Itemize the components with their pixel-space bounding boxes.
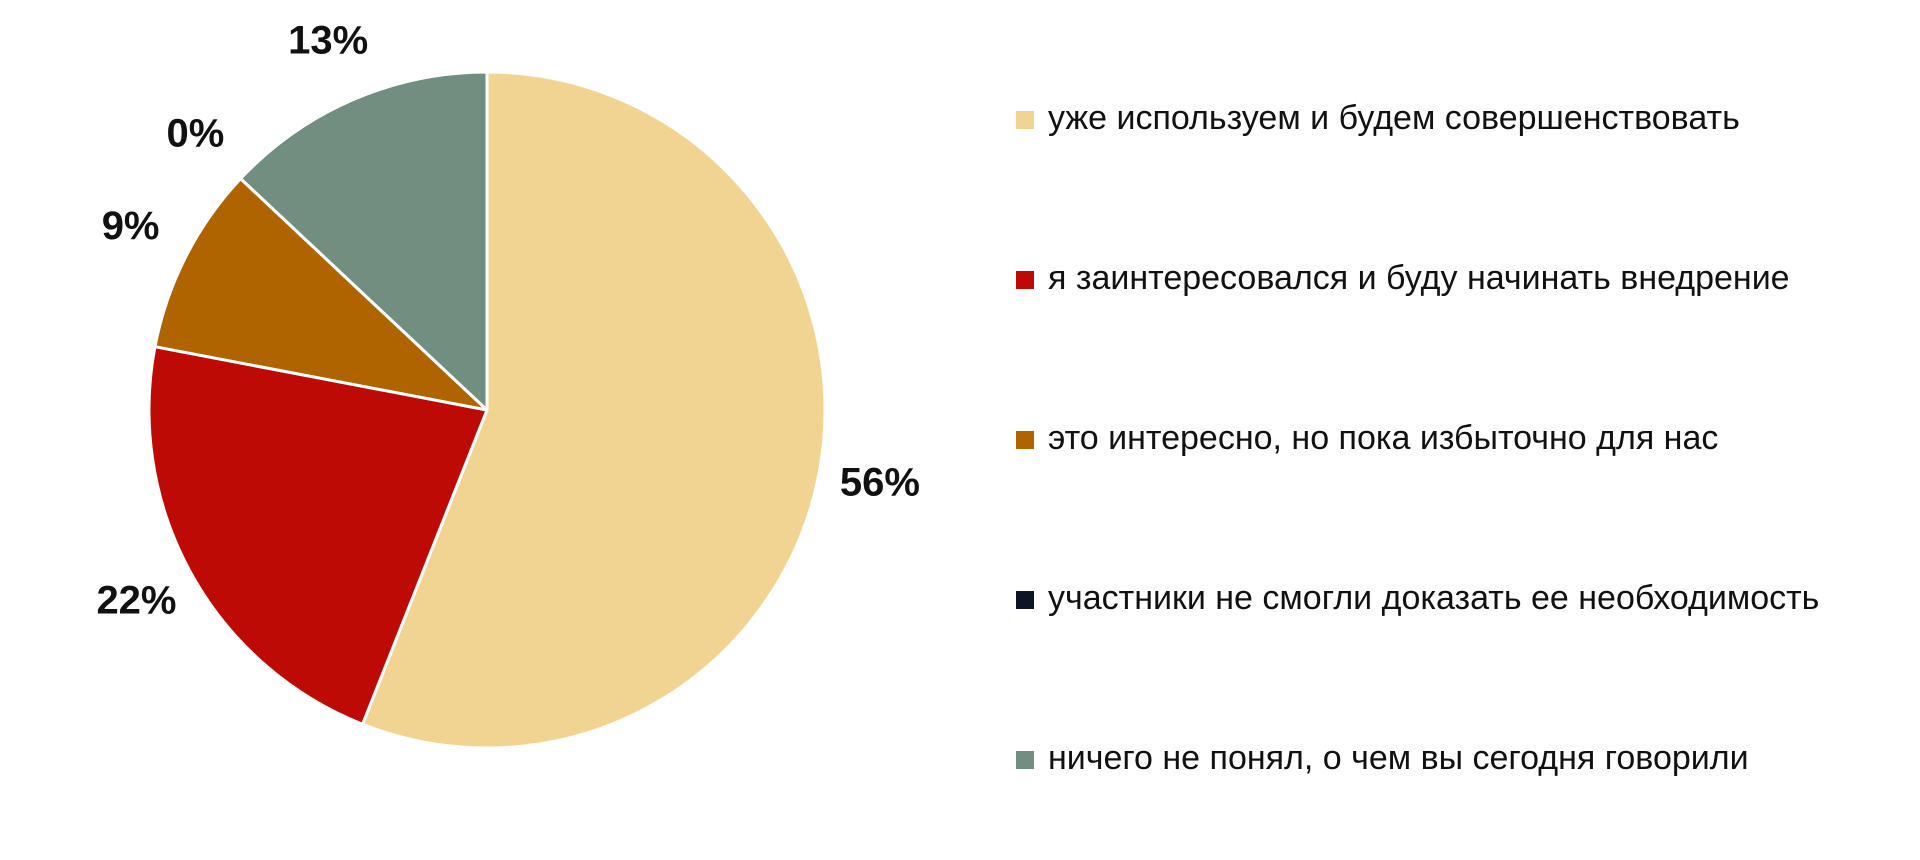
pie-slice [239, 70, 489, 412]
data-label: 56% [840, 461, 920, 505]
data-label: 0% [167, 112, 225, 156]
legend-label: участники не смогли доказать ее необходи… [1048, 579, 1819, 617]
pie-slice [361, 70, 827, 750]
legend-swatch [1016, 591, 1034, 609]
pie-slice [147, 345, 489, 726]
legend-label: это интересно, но пока избыточно для нас [1048, 419, 1718, 457]
legend-label: я заинтересовался и буду начинать внедре… [1048, 259, 1790, 297]
pie-slice [153, 177, 489, 412]
legend-swatch [1016, 271, 1034, 289]
legend-label: ничего не понял, о чем вы сегодня говори… [1048, 739, 1749, 777]
legend-swatch [1016, 111, 1034, 129]
legend-swatch [1016, 751, 1034, 769]
legend-swatch [1016, 431, 1034, 449]
data-label: 13% [288, 18, 368, 62]
legend-label: уже используем и будем совершенствовать [1048, 99, 1740, 137]
data-label: 22% [96, 578, 176, 622]
data-label: 9% [102, 204, 160, 248]
